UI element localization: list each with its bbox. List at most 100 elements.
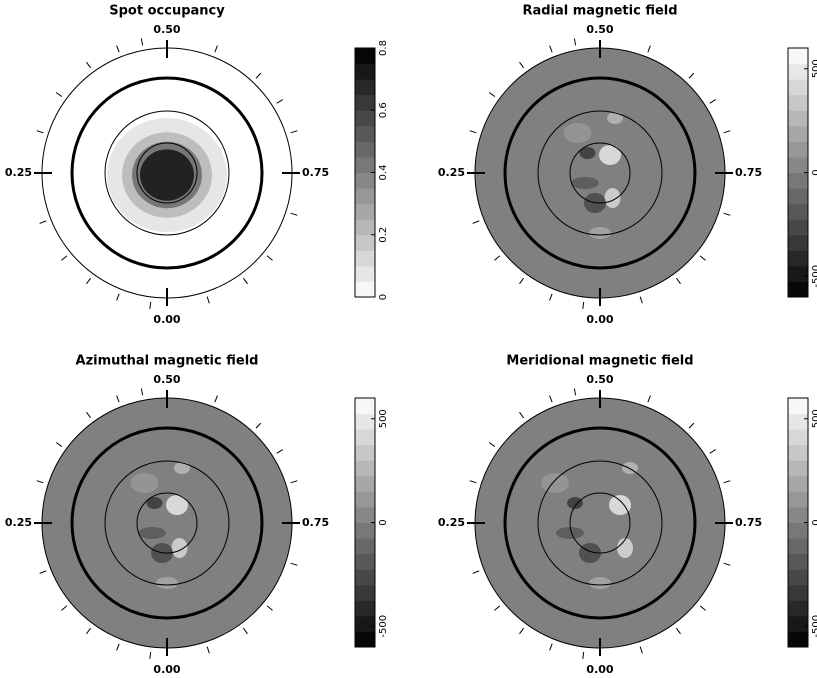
colorbar-band bbox=[788, 63, 808, 80]
map-disc bbox=[474, 47, 726, 299]
colorbar-band bbox=[355, 125, 375, 142]
phase-label: 0.75 bbox=[735, 166, 762, 179]
observation-tick bbox=[699, 255, 706, 261]
observation-tick bbox=[55, 92, 63, 97]
observation-tick bbox=[266, 605, 273, 611]
colorbar-band bbox=[355, 156, 375, 173]
observation-tick bbox=[676, 627, 681, 635]
colorbar-band bbox=[788, 203, 808, 220]
observation-tick bbox=[688, 422, 695, 429]
observation-tick bbox=[639, 296, 643, 304]
observation-tick bbox=[494, 255, 501, 261]
observation-tick bbox=[86, 627, 91, 635]
colorbar-tick-label: 500 bbox=[811, 59, 817, 78]
field-feature bbox=[567, 497, 583, 509]
field-feature bbox=[607, 112, 623, 124]
observation-tick bbox=[472, 570, 480, 574]
latitude-ring bbox=[136, 142, 198, 204]
colorbar-band bbox=[788, 141, 808, 158]
colorbar-band bbox=[355, 460, 375, 477]
observation-tick bbox=[488, 92, 496, 97]
phase-label: 0.00 bbox=[153, 313, 180, 326]
colorbar-band bbox=[355, 110, 375, 127]
observation-tick bbox=[723, 562, 731, 566]
observation-tick bbox=[723, 480, 731, 484]
observation-tick bbox=[266, 255, 273, 261]
observation-tick bbox=[116, 293, 120, 301]
field-feature bbox=[604, 188, 621, 208]
observation-tick bbox=[243, 627, 248, 635]
observation-tick bbox=[86, 277, 91, 285]
observation-tick bbox=[149, 651, 152, 659]
observation-tick bbox=[39, 570, 47, 574]
observation-tick bbox=[140, 388, 144, 396]
spot-feature bbox=[140, 149, 194, 201]
colorbar-tick-label: 0 bbox=[378, 519, 389, 525]
colorbar-band bbox=[788, 475, 808, 492]
field-feature bbox=[589, 227, 611, 239]
observation-tick bbox=[255, 72, 262, 79]
map-title: Meridional magnetic field bbox=[506, 354, 693, 369]
colorbar-band bbox=[788, 538, 808, 555]
field-feature bbox=[599, 145, 621, 165]
observation-tick bbox=[709, 449, 716, 454]
field-feature bbox=[146, 497, 163, 509]
observation-tick bbox=[723, 130, 731, 134]
observation-tick bbox=[116, 45, 120, 53]
colorbar-band bbox=[355, 413, 375, 430]
latitude-ring bbox=[503, 76, 697, 270]
colorbar-tick-label: 0.6 bbox=[378, 102, 389, 118]
colorbar-band bbox=[788, 234, 808, 251]
colorbar-tick-label: 0 bbox=[378, 294, 389, 300]
field-feature bbox=[563, 123, 592, 143]
colorbar-band bbox=[355, 250, 375, 267]
colorbar-band bbox=[788, 413, 808, 430]
phase-label: 0.50 bbox=[153, 23, 180, 36]
colorbar-band bbox=[355, 491, 375, 508]
observation-tick bbox=[647, 395, 651, 403]
colorbar-band bbox=[788, 48, 808, 65]
observation-tick bbox=[61, 605, 68, 611]
observation-tick bbox=[206, 296, 210, 304]
observation-tick bbox=[573, 388, 577, 396]
colorbar-band bbox=[355, 553, 375, 570]
colorbar-band bbox=[355, 631, 375, 648]
colorbar-band bbox=[355, 172, 375, 189]
observation-tick bbox=[61, 255, 68, 261]
observation-tick bbox=[494, 605, 501, 611]
colorbar-band bbox=[788, 250, 808, 267]
phase-label: 0.00 bbox=[153, 663, 180, 674]
colorbar-band bbox=[788, 522, 808, 539]
field-feature bbox=[138, 527, 166, 539]
observation-tick bbox=[243, 277, 248, 285]
phase-label: 0.50 bbox=[153, 373, 180, 386]
colorbar-band bbox=[788, 631, 808, 648]
phase-label: 0.50 bbox=[586, 23, 613, 36]
observation-tick bbox=[573, 38, 577, 46]
latitude-ring bbox=[537, 460, 663, 586]
colorbar-band bbox=[355, 188, 375, 205]
observation-tick bbox=[36, 130, 44, 134]
colorbar-band bbox=[355, 398, 375, 415]
colorbar-band bbox=[355, 281, 375, 298]
colorbar-band bbox=[355, 522, 375, 539]
observation-tick bbox=[149, 301, 152, 309]
observation-tick bbox=[140, 38, 144, 46]
colorbar-band bbox=[355, 63, 375, 80]
colorbar-band bbox=[355, 506, 375, 523]
colorbar-band bbox=[788, 553, 808, 570]
latitude-ring bbox=[104, 460, 230, 586]
observation-tick bbox=[214, 45, 218, 53]
colorbar-tick-label: -500 bbox=[378, 615, 389, 638]
latitude-ring bbox=[537, 110, 663, 236]
colorbar-tick-label: 0 bbox=[811, 519, 817, 525]
observation-tick bbox=[549, 293, 553, 301]
colorbar-tick-label: 500 bbox=[378, 409, 389, 428]
observation-tick bbox=[582, 301, 585, 309]
field-feature bbox=[130, 473, 159, 493]
colorbar-band bbox=[788, 491, 808, 508]
colorbar-tick-label: -500 bbox=[811, 265, 817, 288]
latitude-ring bbox=[70, 426, 264, 620]
observation-tick bbox=[519, 411, 524, 419]
